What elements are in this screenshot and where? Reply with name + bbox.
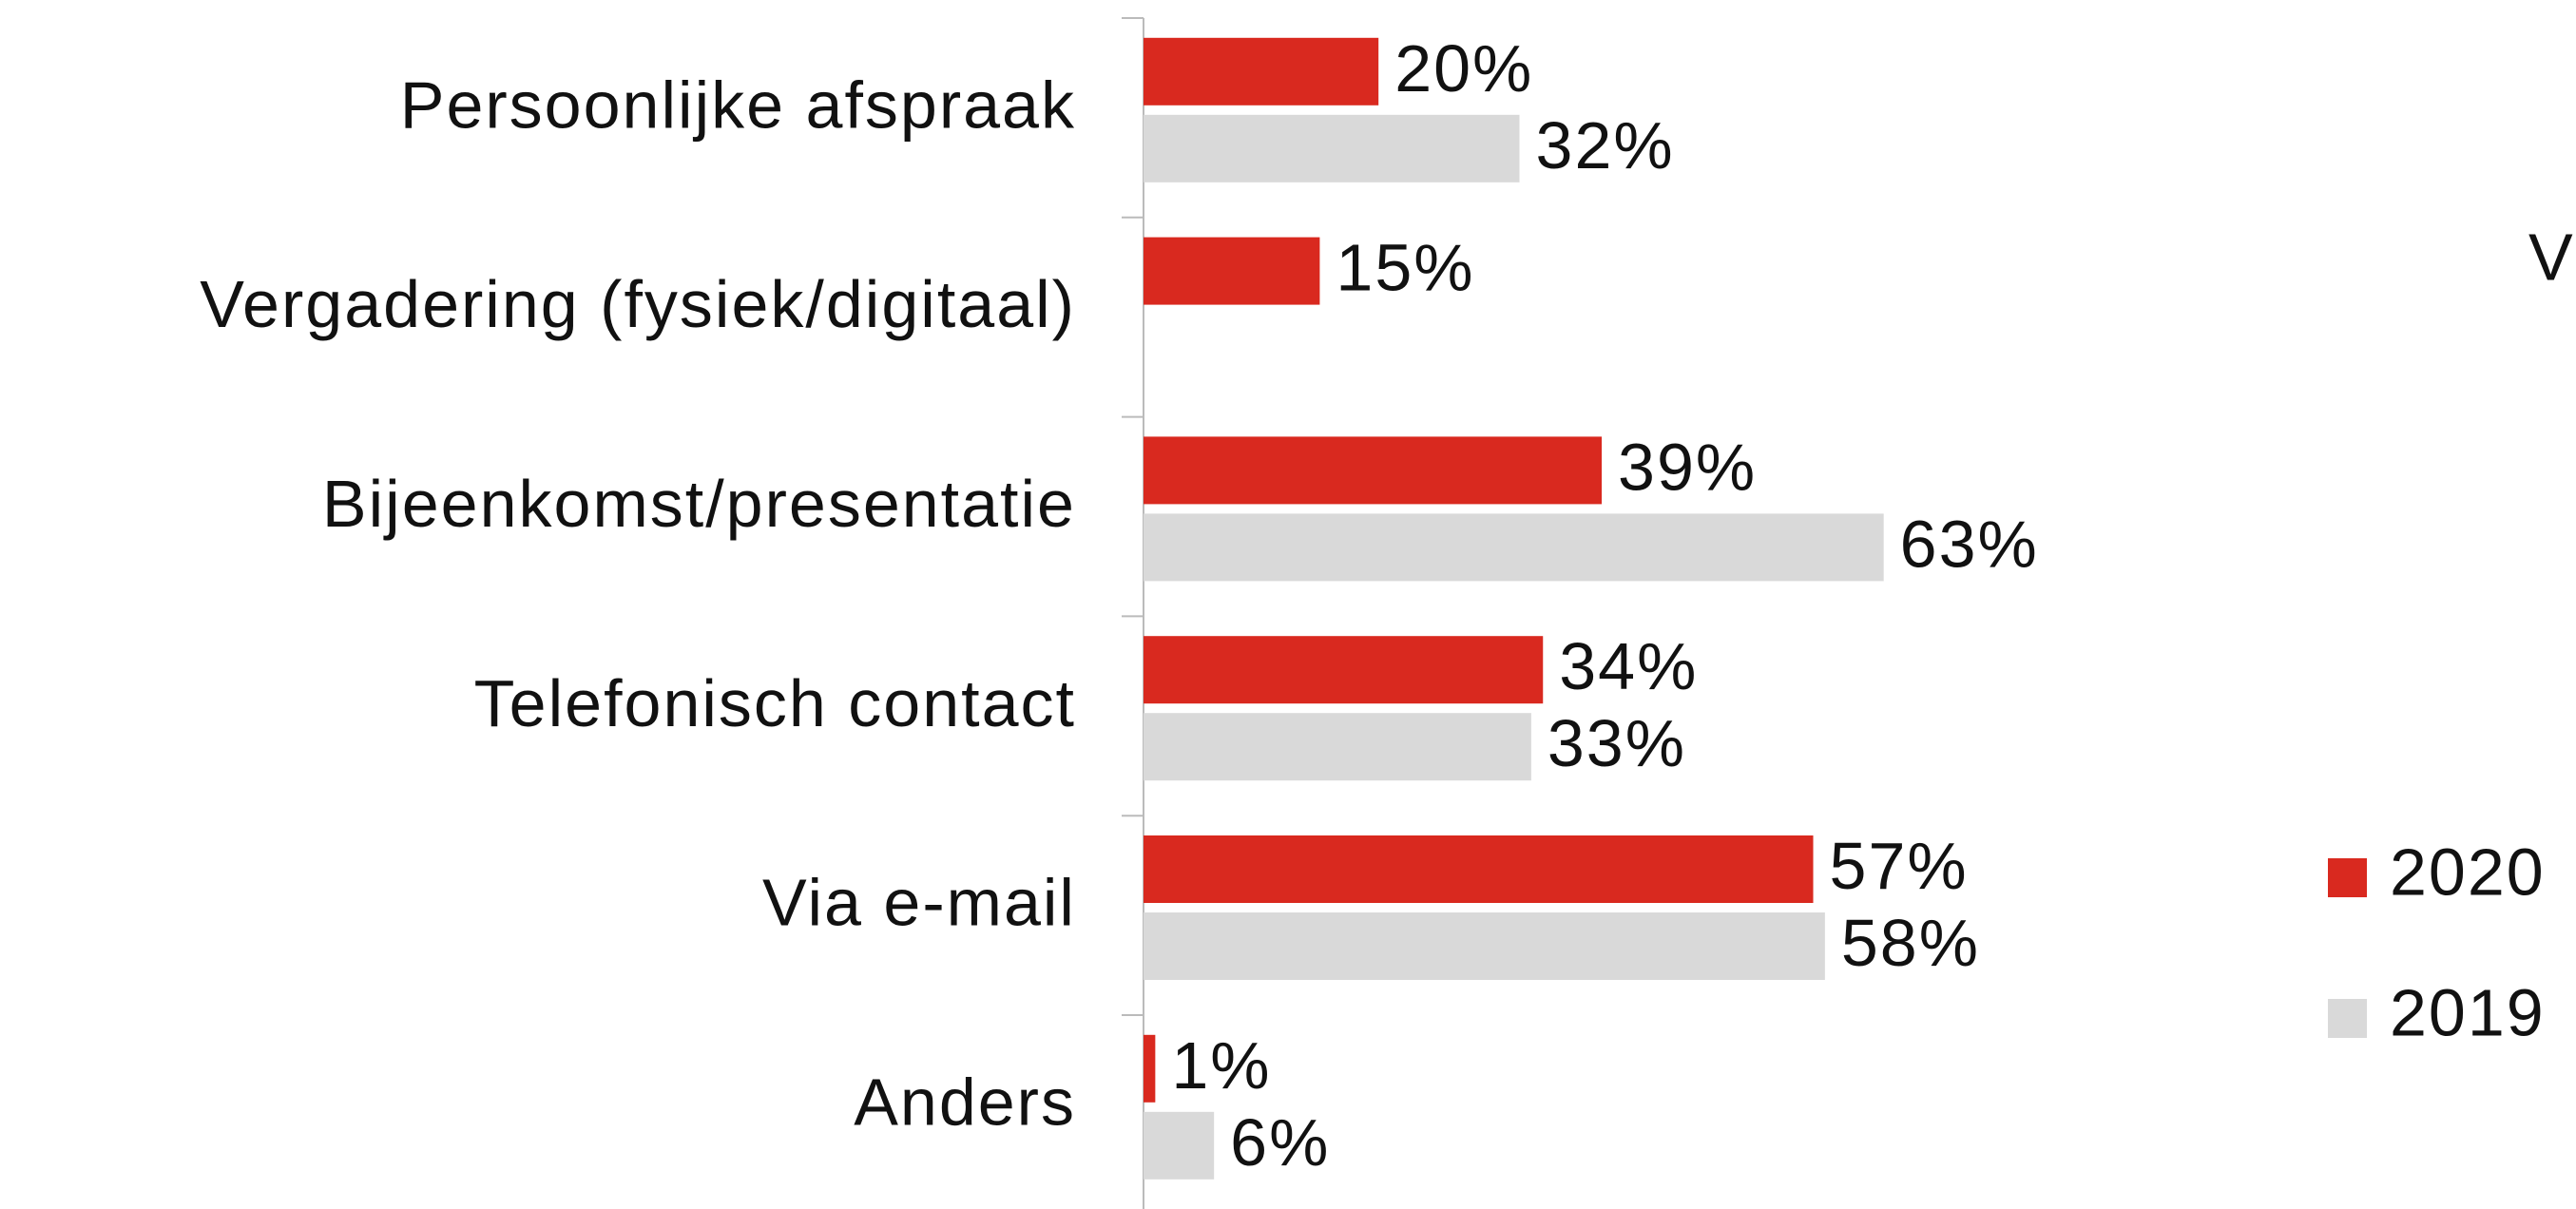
bar	[1144, 1034, 1156, 1103]
value-label: 39%	[1618, 430, 1757, 504]
category-label: Persoonlijke afspraak	[400, 67, 1076, 142]
value-label: 33%	[1548, 706, 1686, 780]
value-label: 58%	[1841, 906, 1980, 980]
bar	[1144, 1111, 1215, 1180]
value-label: 57%	[1830, 829, 1969, 903]
bar	[1144, 114, 1520, 182]
category-label: Anders	[854, 1065, 1076, 1139]
bar	[1144, 713, 1531, 781]
legend-swatch	[2328, 858, 2367, 897]
bar	[1144, 835, 1814, 903]
category-label: Telefonisch contact	[474, 666, 1076, 740]
bar	[1144, 636, 1544, 704]
legend-label: 2019	[2390, 975, 2546, 1049]
bar	[1144, 37, 1379, 106]
bar	[1144, 436, 1603, 505]
legend-label: 2020	[2390, 835, 2546, 909]
bar	[1144, 912, 1825, 980]
value-label: 63%	[1900, 507, 2039, 581]
bar	[1144, 513, 1884, 582]
category-label: Bijeenkomst/presentatie	[322, 467, 1076, 541]
bar	[1144, 237, 1320, 305]
category-label: Via e-mail	[762, 866, 1076, 940]
value-label: 1%	[1171, 1028, 1271, 1103]
chart-title: V	[2528, 220, 2575, 294]
legend-swatch	[2328, 999, 2367, 1038]
category-label: Vergadering (fysiek/digitaal)	[200, 267, 1076, 341]
value-label: 32%	[1536, 108, 1675, 182]
value-label: 6%	[1230, 1105, 1330, 1180]
value-label: 34%	[1559, 629, 1698, 703]
value-label: 15%	[1336, 231, 1474, 305]
value-label: 20%	[1394, 31, 1533, 106]
